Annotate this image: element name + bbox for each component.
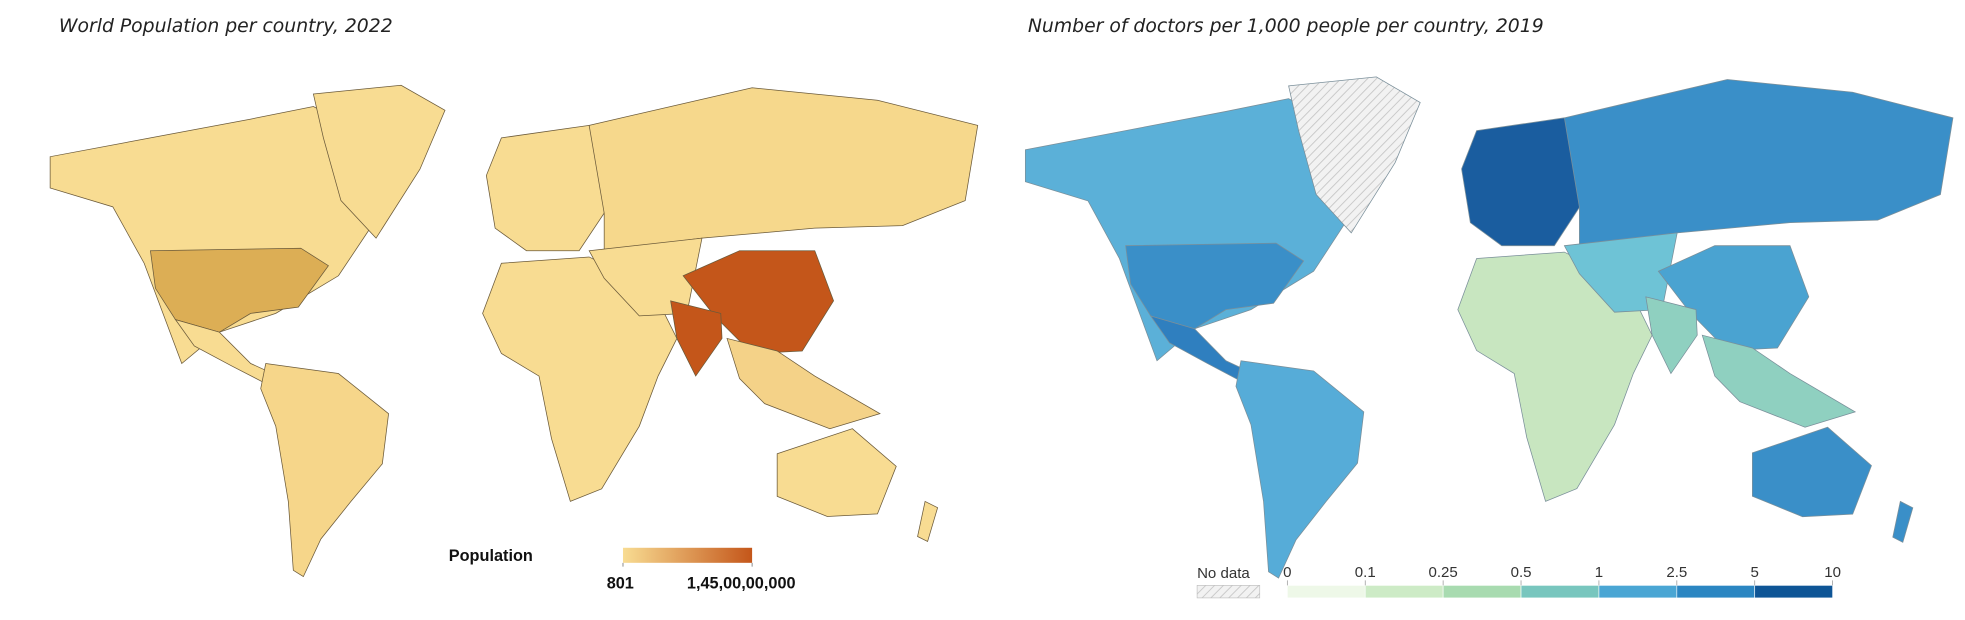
legend-tick-label: 1,45,00,00,000 xyxy=(687,574,796,592)
region xyxy=(1125,242,1305,330)
population-map xyxy=(49,84,979,578)
no-data-label: No data xyxy=(1197,565,1250,582)
legend-tick-label: 0.5 xyxy=(1511,564,1532,581)
legend-tick-label: 0.1 xyxy=(1355,564,1376,581)
region xyxy=(1563,78,1954,247)
region xyxy=(588,87,979,252)
legend-tick-label: 10 xyxy=(1824,564,1841,581)
legend-bin xyxy=(1676,585,1756,599)
legend-bar xyxy=(622,547,753,563)
legend-bin xyxy=(1287,585,1366,599)
legend-bin xyxy=(1520,585,1600,599)
map-title: Number of doctors per 1,000 people per c… xyxy=(1028,16,1544,37)
region xyxy=(1892,500,1914,543)
region xyxy=(776,428,897,518)
legend-tick-label: 2.5 xyxy=(1666,564,1687,581)
legend-title: Population xyxy=(449,547,533,565)
legend-bin xyxy=(1598,585,1678,599)
region xyxy=(1645,296,1698,375)
region xyxy=(726,337,881,430)
region xyxy=(260,362,390,578)
region xyxy=(916,500,939,543)
region xyxy=(1751,426,1873,518)
region xyxy=(669,300,723,377)
map-title: World Population per country, 2022 xyxy=(59,16,393,37)
legend-bin xyxy=(1364,585,1444,599)
legend-tick-label: 801 xyxy=(607,574,634,592)
legend-tick-label: 5 xyxy=(1751,564,1759,581)
doctors-map xyxy=(1024,76,1954,579)
legend-tick-label: 0.25 xyxy=(1429,564,1458,581)
legend-bin xyxy=(1442,585,1522,599)
legend-bin xyxy=(1754,585,1833,599)
no-data-swatch xyxy=(1196,585,1261,599)
canvas: World Population per country, 2022 Numbe… xyxy=(49,16,1954,599)
legend-tick-label: 1 xyxy=(1595,564,1603,581)
legend-tick-label: 0 xyxy=(1283,564,1291,581)
region xyxy=(1235,360,1365,579)
legends: 801 1,45,00,00,000 0 0.1 0.25 0.5 1 2.5 5 10 xyxy=(607,547,1841,599)
region xyxy=(1701,334,1856,428)
region xyxy=(149,247,330,333)
